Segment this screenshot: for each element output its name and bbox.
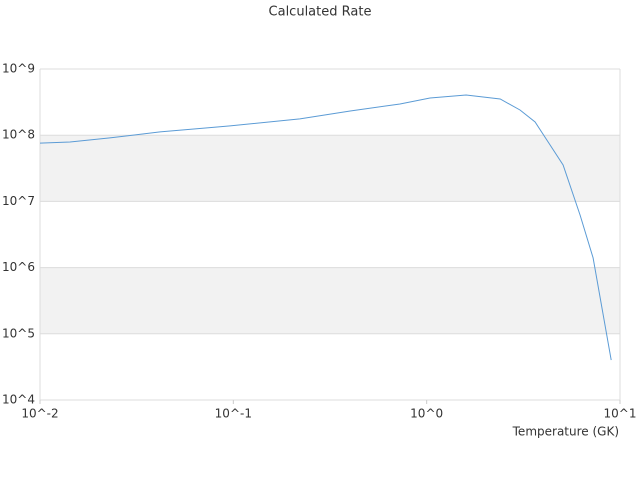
x-axis-label: Temperature (GK): [512, 425, 619, 439]
grid-band: [40, 135, 620, 202]
y-tick-label: 10^5: [2, 326, 35, 340]
x-tick-label: 10^1: [604, 407, 637, 421]
y-tick-label: 10^4: [2, 393, 35, 407]
y-tick-label: 10^8: [2, 128, 35, 142]
y-tick-label: 10^9: [2, 62, 35, 76]
data-line: [39, 94, 612, 361]
y-tick-label: 10^7: [2, 194, 35, 208]
x-tick-label: 10^-2: [21, 407, 58, 421]
y-tick-label: 10^6: [2, 260, 35, 274]
chart-title: Calculated Rate: [269, 5, 372, 20]
grid-band: [40, 267, 620, 334]
x-tick-label: 10^-1: [215, 407, 252, 421]
x-tick-label: 10^0: [410, 407, 443, 421]
